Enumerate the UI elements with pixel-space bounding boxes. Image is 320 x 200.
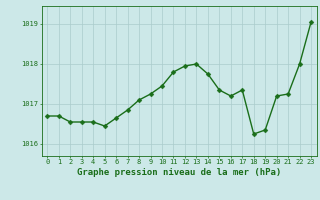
X-axis label: Graphe pression niveau de la mer (hPa): Graphe pression niveau de la mer (hPa): [77, 168, 281, 177]
